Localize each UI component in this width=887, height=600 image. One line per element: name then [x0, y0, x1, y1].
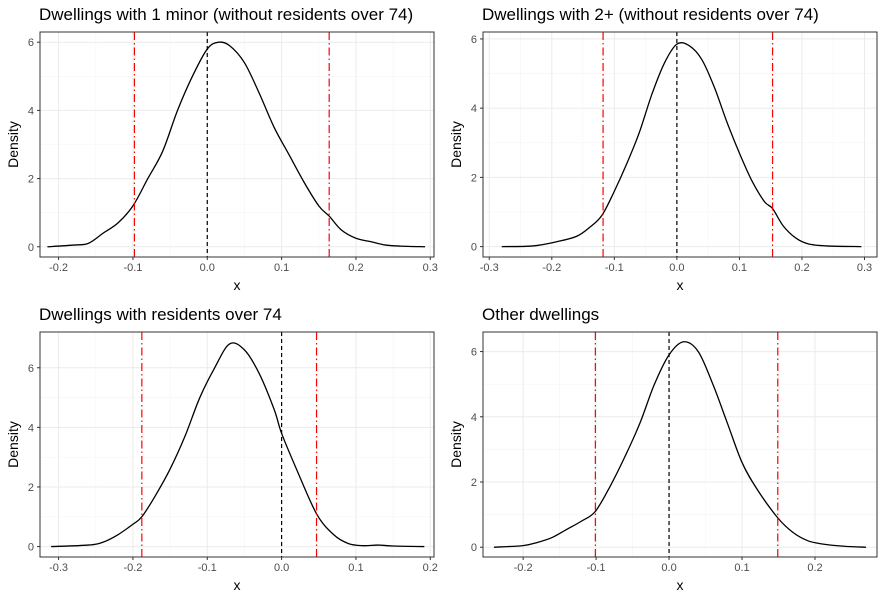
x-tick-label: 0.2 — [807, 562, 822, 574]
x-tick-label: -0.3 — [49, 562, 68, 574]
x-tick-label: 0.0 — [274, 562, 289, 574]
x-axis-label: x — [234, 277, 241, 293]
y-axis-label: Density — [448, 121, 464, 168]
y-tick-label: 4 — [471, 103, 477, 115]
plot-frame — [482, 31, 878, 258]
chart-1-svg: -0.2 -0.1 0.0 0.1 0.2 0.3 0 2 4 6 x Density — [5, 31, 438, 293]
chart-title: Other dwellings — [482, 305, 600, 324]
x-tick-label: 0.2 — [423, 562, 438, 574]
y-axis-label: Density — [5, 121, 21, 168]
chart-4-svg: -0.2 -0.1 0.0 0.1 0.2 0 2 4 6 x Density — [448, 331, 878, 593]
y-tick-label: 2 — [28, 482, 34, 494]
x-tick-label: 0.1 — [348, 562, 363, 574]
chart-title: Dwellings with 2+ (without residents ove… — [482, 5, 819, 24]
x-tick-label: 0.2 — [348, 262, 363, 274]
x-tick-label: 0.3 — [857, 262, 872, 274]
x-tick-label: -0.1 — [198, 562, 217, 574]
y-tick-label: 0 — [28, 242, 34, 254]
plot-frame — [39, 331, 435, 558]
x-tick-label: -0.1 — [587, 562, 606, 574]
y-tick-label: 2 — [471, 477, 477, 489]
y-tick-label: 0 — [471, 242, 477, 254]
y-tick-label: 4 — [28, 422, 34, 434]
y-tick-label: 6 — [471, 347, 477, 359]
plot-frame — [39, 31, 435, 258]
x-tick-label: -0.3 — [480, 262, 499, 274]
x-tick-label: 0.0 — [200, 262, 215, 274]
x-tick-label: 0.1 — [274, 262, 289, 274]
x-tick-label: -0.2 — [542, 262, 561, 274]
y-tick-label: 0 — [28, 542, 34, 554]
y-tick-label: 0 — [471, 542, 477, 554]
x-tick-label: 0.1 — [732, 262, 747, 274]
x-tick-label: 0.0 — [669, 262, 684, 274]
panel-1: Dwellings with 1 minor (without resident… — [0, 0, 443, 300]
y-tick-label: 4 — [471, 412, 477, 424]
panel-3: Dwellings with residents over 74 -0.3 -0.… — [0, 300, 443, 600]
chart-title: Dwellings with 1 minor (without resident… — [39, 5, 414, 24]
x-tick-label: -0.2 — [49, 262, 68, 274]
panel-2: Dwellings with 2+ (without residents ove… — [443, 0, 886, 300]
density-line — [51, 342, 425, 548]
plot-frame — [482, 331, 878, 558]
x-tick-label: -0.1 — [605, 262, 624, 274]
x-tick-label: 0.3 — [423, 262, 438, 274]
x-tick-label: 0.1 — [734, 562, 749, 574]
x-tick-label: 0.0 — [661, 562, 676, 574]
chart-3-svg: -0.3 -0.2 -0.1 0.0 0.1 0.2 0 2 4 6 x Density — [5, 331, 438, 593]
x-axis-label: x — [677, 577, 684, 593]
y-axis-label: Density — [5, 421, 21, 468]
y-tick-label: 4 — [28, 105, 34, 117]
x-axis-label: x — [677, 277, 684, 293]
x-tick-label: -0.1 — [123, 262, 142, 274]
chart-title: Dwellings with residents over 74 — [39, 305, 282, 324]
chart-2-svg: -0.3 -0.2 -0.1 0.0 0.1 0.2 0.3 0 2 4 6 x Density — [448, 31, 878, 293]
panel-4: Other dwellings -0.2 -0.1 0.0 0.1 0.2 0 2 4 6 x De… — [443, 300, 886, 600]
x-tick-label: 0.2 — [794, 262, 809, 274]
density-line — [493, 341, 867, 548]
density-line — [47, 41, 426, 248]
y-tick-label: 6 — [28, 363, 34, 375]
y-tick-label: 6 — [471, 34, 477, 46]
x-tick-label: -0.2 — [514, 562, 533, 574]
y-tick-label: 6 — [28, 37, 34, 49]
y-tick-label: 2 — [28, 174, 34, 186]
y-axis-label: Density — [448, 421, 464, 468]
y-tick-label: 2 — [471, 172, 477, 184]
density-line — [501, 42, 862, 248]
x-tick-label: -0.2 — [123, 562, 142, 574]
x-axis-label: x — [234, 577, 241, 593]
